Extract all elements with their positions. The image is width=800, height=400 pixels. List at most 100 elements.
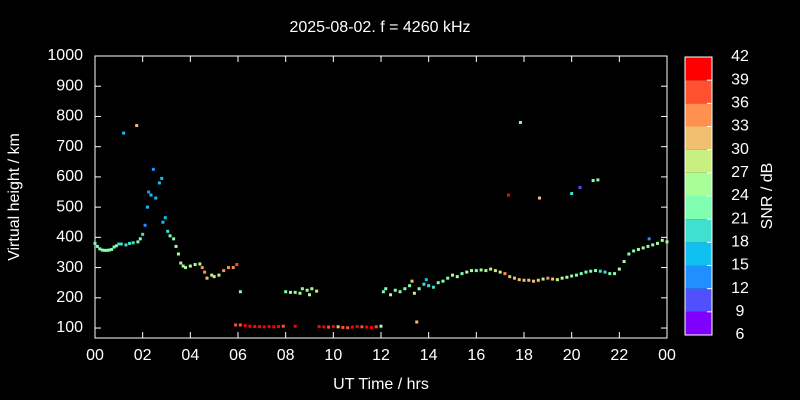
data-point — [512, 276, 516, 280]
data-point — [193, 263, 197, 267]
x-tick-label: 00 — [658, 347, 676, 364]
data-point — [305, 288, 309, 292]
y-tick-label: 200 — [56, 289, 83, 306]
data-point — [503, 272, 507, 276]
data-point — [507, 193, 511, 197]
data-point — [248, 324, 252, 328]
data-point — [665, 240, 669, 244]
data-point — [627, 252, 631, 256]
y-tick-label: 400 — [56, 229, 83, 246]
x-tick-label: 06 — [229, 347, 247, 364]
data-point — [422, 282, 426, 286]
data-point — [584, 270, 588, 274]
data-point — [136, 240, 140, 244]
data-point — [98, 247, 102, 251]
x-tick-label: 18 — [515, 347, 533, 364]
data-point — [341, 325, 345, 329]
data-point — [417, 287, 421, 291]
data-point — [95, 244, 99, 248]
data-point — [479, 268, 483, 272]
data-point — [460, 272, 464, 276]
colorbar-frame — [684, 56, 713, 336]
colorbar-tick-label: 39 — [731, 71, 749, 88]
data-point — [493, 269, 497, 273]
x-axis-label: UT Time / hrs — [333, 376, 429, 393]
data-point — [350, 325, 354, 329]
data-point — [508, 275, 512, 279]
data-point — [579, 272, 583, 276]
data-point — [578, 185, 582, 189]
data-point — [660, 238, 664, 242]
colorbar-band — [685, 172, 712, 196]
data-point — [636, 247, 640, 251]
data-point — [151, 167, 155, 171]
data-point — [322, 325, 326, 329]
data-point — [596, 178, 600, 182]
data-point — [122, 131, 126, 135]
data-point — [617, 267, 621, 271]
data-point — [235, 263, 239, 267]
data-point — [622, 260, 626, 264]
data-point — [591, 179, 595, 183]
x-tick-label: 10 — [324, 347, 342, 364]
data-point — [176, 252, 180, 256]
data-point — [489, 267, 493, 271]
data-point — [107, 248, 111, 252]
data-point — [293, 324, 297, 328]
data-point — [110, 247, 114, 251]
data-point — [369, 325, 373, 329]
x-tick-label: 16 — [467, 347, 485, 364]
data-point — [145, 205, 149, 209]
data-point — [632, 249, 636, 253]
data-point — [154, 196, 158, 200]
data-point — [117, 242, 121, 246]
colorbar-band — [685, 196, 712, 220]
data-point — [346, 326, 350, 330]
data-point — [551, 277, 555, 281]
colorbar-band — [685, 219, 712, 243]
data-point — [147, 190, 151, 194]
colorbar-tick-label: 30 — [731, 141, 749, 158]
data-point — [188, 264, 192, 268]
data-point — [243, 324, 247, 328]
colorbar-band — [685, 149, 712, 173]
x-tick-label: 04 — [181, 347, 199, 364]
data-point — [381, 290, 385, 294]
x-tick-label: 20 — [563, 347, 581, 364]
data-point — [272, 325, 276, 329]
data-point — [226, 266, 230, 270]
data-point — [114, 244, 118, 248]
data-point — [160, 176, 164, 180]
data-point — [310, 287, 314, 291]
data-point — [172, 237, 176, 241]
data-point — [560, 276, 564, 280]
data-point — [205, 276, 209, 280]
data-point — [647, 237, 651, 241]
data-point — [143, 223, 147, 227]
data-point — [415, 320, 419, 324]
data-point — [288, 290, 292, 294]
colorbar-tick-label: 15 — [731, 257, 749, 274]
data-point — [315, 289, 319, 293]
data-point — [231, 266, 235, 270]
data-point — [484, 269, 488, 273]
colorbar-tick-label: 42 — [731, 48, 749, 65]
data-point — [135, 124, 139, 128]
data-point — [455, 275, 459, 279]
x-tick-label: 22 — [610, 347, 628, 364]
data-point — [379, 324, 383, 328]
data-point — [412, 291, 416, 295]
data-point — [465, 270, 469, 274]
data-point — [360, 325, 364, 329]
data-point — [518, 120, 522, 124]
data-point — [200, 266, 204, 270]
colorbar-tick-label: 6 — [736, 326, 745, 343]
data-point — [565, 275, 569, 279]
x-tick-label: 02 — [134, 347, 152, 364]
data-point — [498, 270, 502, 274]
data-point — [374, 325, 378, 329]
y-axis-label: Virtual height / km — [6, 133, 23, 261]
data-point — [441, 279, 445, 283]
data-point — [555, 278, 559, 282]
data-point — [198, 262, 202, 266]
